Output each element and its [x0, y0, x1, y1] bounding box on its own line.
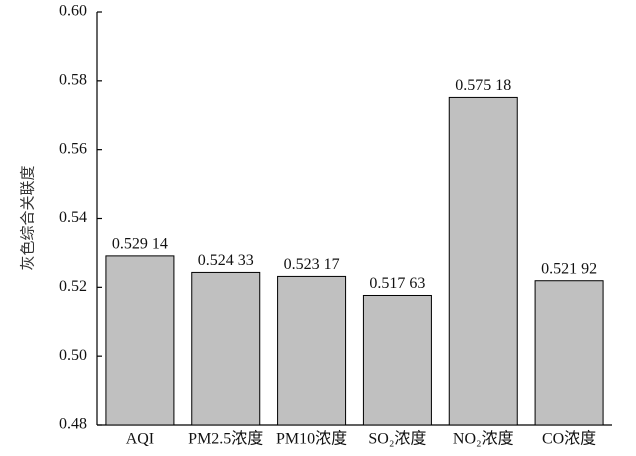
- x-tick-label: AQI: [126, 431, 154, 448]
- y-tick-label: 0.56: [59, 140, 87, 157]
- x-tick-label: SO₂浓度: [368, 430, 426, 448]
- y-tick-label: 0.58: [59, 72, 87, 89]
- y-tick-label: 0.52: [59, 278, 87, 295]
- x-tick-label: PM2.5浓度: [188, 430, 263, 448]
- y-tick-label: 0.50: [59, 347, 87, 364]
- value-label: 0.529 14: [112, 236, 168, 253]
- bar: [534, 280, 604, 426]
- x-tick-label: CO浓度: [542, 430, 596, 448]
- bar: [448, 96, 518, 426]
- y-tick-label: 0.48: [59, 416, 87, 433]
- value-label: 0.575 18: [455, 77, 511, 94]
- x-tick-label: NO₂浓度: [453, 430, 514, 448]
- bar: [105, 255, 175, 426]
- value-label: 0.521 92: [541, 260, 597, 277]
- bar: [191, 271, 261, 426]
- bar: [277, 275, 347, 426]
- value-label: 0.524 33: [198, 252, 254, 269]
- y-axis-label: 灰色综合关联度: [19, 165, 37, 270]
- x-tick-label: PM10浓度: [276, 430, 347, 448]
- value-label: 0.517 63: [369, 275, 425, 292]
- value-label: 0.523 17: [284, 256, 340, 273]
- bar: [362, 294, 432, 426]
- y-tick-label: 0.60: [59, 3, 87, 20]
- y-tick-label: 0.54: [59, 209, 87, 226]
